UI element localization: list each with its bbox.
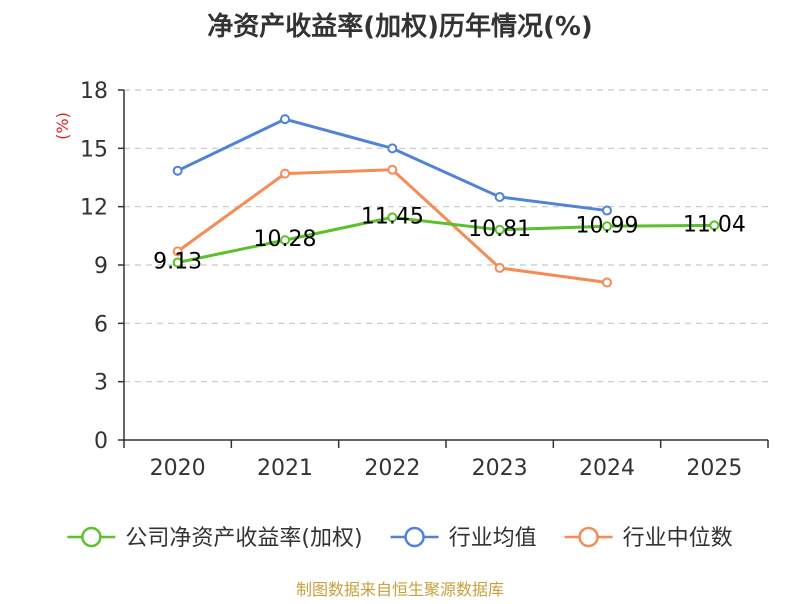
chart-title: 净资产收益率(加权)历年情况(%) <box>207 11 593 42</box>
data-label: 10.99 <box>576 213 639 238</box>
y-tick-label: 12 <box>80 196 108 221</box>
data-label: 11.45 <box>361 204 424 229</box>
legend-label: 公司净资产收益率(加权) <box>125 526 362 551</box>
legend-item: 行业中位数 <box>564 526 733 551</box>
legend-item: 行业均值 <box>390 526 537 551</box>
series-point <box>280 114 290 125</box>
series-point <box>172 246 183 257</box>
series-line <box>177 215 715 264</box>
axes: 0 3 6 9 12 15 18 2020 2021 2022 2023 2024 2025 <box>80 79 769 481</box>
series-point <box>709 220 720 231</box>
y-tick-label: 9 <box>94 254 108 279</box>
series-point <box>387 212 398 223</box>
series-point <box>494 191 505 202</box>
y-tick-label: 3 <box>94 371 108 396</box>
legend-marker <box>81 526 102 548</box>
series-point <box>494 262 505 273</box>
source-note: 制图数据来自恒生聚源数据库 <box>296 580 504 599</box>
y-tick-label: 6 <box>94 312 108 337</box>
series-point <box>602 277 612 288</box>
x-tick-label: 2020 <box>150 456 206 481</box>
data-label: 11.04 <box>683 212 746 237</box>
series-point <box>280 235 290 246</box>
legend-marker <box>404 526 425 548</box>
grid <box>124 89 768 383</box>
series-point <box>602 221 612 232</box>
series-point <box>172 165 183 176</box>
y-tick-label: 15 <box>80 137 108 162</box>
data-label: 10.81 <box>468 217 531 242</box>
series-point <box>387 143 398 154</box>
y-tick-label: 18 <box>80 79 108 104</box>
x-tick-label: 2024 <box>579 456 635 481</box>
legend-item: 公司净资产收益率(加权) <box>67 526 363 551</box>
legend-marker <box>578 526 599 548</box>
series-point <box>602 205 612 216</box>
y-axis-unit: (%) <box>53 112 72 140</box>
legend-label: 行业中位数 <box>623 526 733 551</box>
y-tick-label: 0 <box>94 429 108 454</box>
x-tick-label: 2022 <box>364 456 420 481</box>
x-tick-label: 2021 <box>257 456 313 481</box>
data-labels: 9.13 10.28 11.45 10.81 10.99 11.04 <box>153 204 746 274</box>
series <box>172 114 720 288</box>
x-tick-label: 2023 <box>472 456 528 481</box>
series-point <box>172 257 183 268</box>
legend-label: 行业均值 <box>449 526 537 551</box>
data-label: 10.28 <box>254 227 317 252</box>
legend: 公司净资产收益率(加权) 行业均值 行业中位数 <box>67 526 733 551</box>
data-label: 9.13 <box>153 249 202 274</box>
x-tick-label: 2025 <box>686 456 742 481</box>
series-point <box>387 164 398 175</box>
series-point <box>280 168 290 179</box>
series-point <box>494 224 505 235</box>
